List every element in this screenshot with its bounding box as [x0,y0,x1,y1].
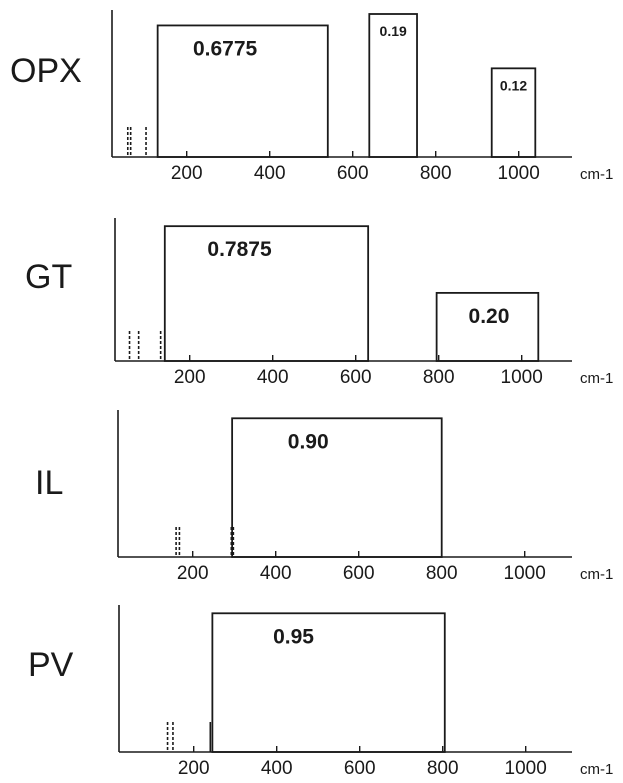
x-unit-label: cm-1 [580,761,613,778]
box-value-label: 0.20 [469,305,510,328]
x-tick-label: 600 [337,163,369,184]
x-tick-label: 200 [174,367,206,388]
mineral-label: GT [25,258,72,296]
energy-box [490,67,537,158]
x-tick-label: 600 [344,758,376,779]
energy-box [368,13,418,158]
x-unit-label: cm-1 [580,370,613,387]
x-tick-label: 600 [340,367,372,388]
x-tick-label: 800 [423,367,455,388]
x-tick-label: 800 [420,163,452,184]
x-tick-label: 1000 [505,758,547,779]
x-tick-label: 800 [426,563,458,584]
x-tick-label: 1000 [504,563,546,584]
box-value-label: 0.7875 [207,238,272,261]
x-unit-label: cm-1 [580,566,613,583]
x-tick-label: 400 [261,758,293,779]
x-tick-label: 200 [171,163,203,184]
mineral-label: OPX [10,52,82,90]
energy-box [211,612,446,753]
energy-box [435,291,540,362]
x-tick-label: 600 [343,563,375,584]
x-tick-label: 400 [257,367,289,388]
energy-box [231,417,443,558]
x-tick-label: 1000 [498,163,540,184]
box-value-label: 0.19 [380,23,407,39]
x-tick-label: 1000 [501,367,543,388]
x-unit-label: cm-1 [580,166,613,183]
mineral-label: IL [35,464,63,502]
x-tick-label: 800 [427,758,459,779]
chart-il: IL 200 400 600 800 1000 cm-1 0.90 [35,410,613,584]
energy-box [163,225,370,362]
chart-opx: OPX 200 400 600 800 1000 cm-1 0.6775 0.19 0.12 [10,10,613,184]
x-tick-label: 400 [260,563,292,584]
box-value-label: 0.90 [288,430,329,453]
energy-box [156,24,329,158]
chart-pv: PV 200 400 600 800 1000 cm-1 0.95 [28,605,613,779]
x-tick-label: 200 [178,758,210,779]
box-value-label: 0.95 [273,625,314,648]
mineral-label: PV [28,646,74,684]
x-tick-label: 200 [177,563,209,584]
box-value-label: 0.6775 [193,37,258,60]
box-value-label: 0.12 [500,77,527,93]
chart-gt: GT 200 400 600 800 1000 cm-1 0.7875 0.20 [25,218,613,388]
x-tick-label: 400 [254,163,286,184]
